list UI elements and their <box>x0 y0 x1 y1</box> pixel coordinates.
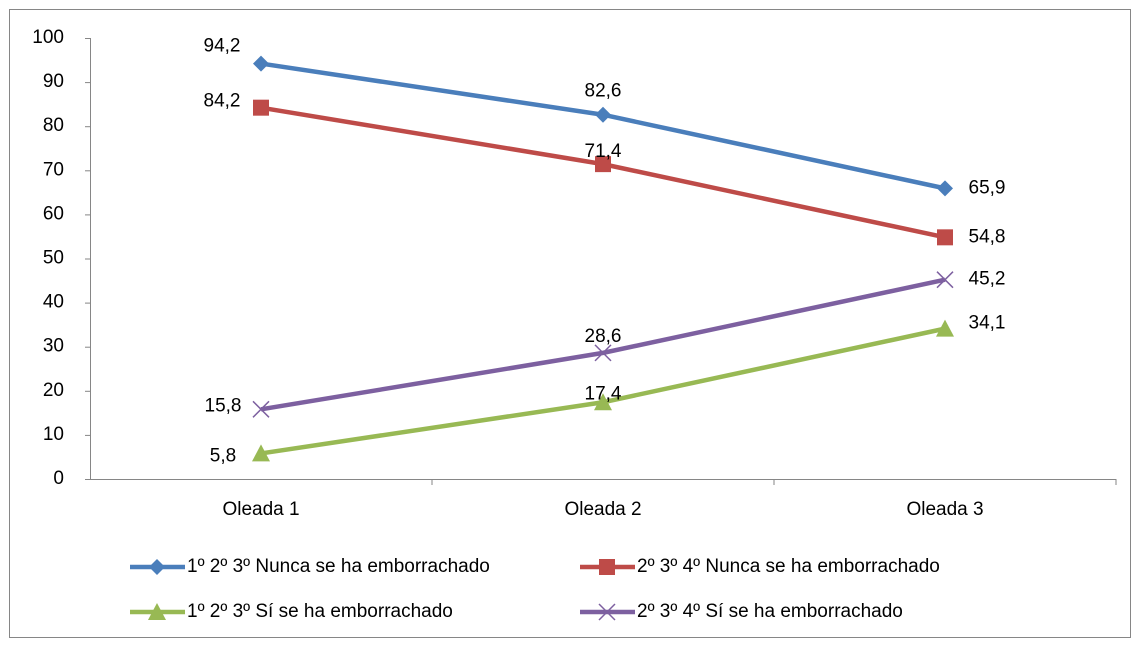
marker <box>252 400 270 418</box>
data-label: 15,8 <box>205 395 242 416</box>
data-label: 94,2 <box>204 36 241 57</box>
marker <box>595 156 611 173</box>
y-tick-label: 40 <box>43 292 64 313</box>
marker <box>594 344 612 362</box>
marker <box>148 603 166 620</box>
data-label: 84,2 <box>204 91 241 112</box>
marker <box>598 603 616 621</box>
legend-label: 2º 3º 4º Nunca se ha emborrachado <box>637 556 940 577</box>
marker <box>253 55 269 72</box>
data-label: 28,6 <box>585 326 622 347</box>
legend-label: 1º 2º 3º Sí se ha emborrachado <box>187 601 453 622</box>
y-tick-label: 10 <box>43 424 64 445</box>
marker <box>252 444 270 462</box>
y-tick-label: 20 <box>43 380 64 401</box>
data-label: 65,9 <box>969 177 1006 198</box>
marker <box>594 393 612 411</box>
y-tick-label: 90 <box>43 71 64 92</box>
chart-border <box>9 9 1131 638</box>
y-tick-label: 0 <box>53 468 64 489</box>
marker <box>936 319 954 337</box>
data-label: 17,4 <box>585 383 622 404</box>
marker <box>599 559 615 575</box>
y-tick-label: 80 <box>43 115 64 136</box>
marker <box>936 271 954 289</box>
data-label: 82,6 <box>585 81 622 102</box>
marker <box>149 559 165 575</box>
data-label: 71,4 <box>585 141 622 162</box>
x-tick-label: Oleada 3 <box>906 499 983 520</box>
x-tick-label: Oleada 1 <box>222 499 299 520</box>
marker <box>595 106 611 123</box>
data-label: 54,8 <box>969 226 1006 247</box>
x-tick-label: Oleada 2 <box>564 499 641 520</box>
data-label: 45,2 <box>969 269 1006 290</box>
marker <box>253 99 269 116</box>
marker <box>937 229 953 246</box>
y-tick-label: 30 <box>43 336 64 357</box>
y-tick-label: 60 <box>43 203 64 224</box>
legend-label: 2º 3º 4º Sí se ha emborrachado <box>637 601 903 622</box>
data-label: 5,8 <box>210 445 236 466</box>
legend-label: 1º 2º 3º Nunca se ha emborrachado <box>187 556 490 577</box>
data-label: 34,1 <box>969 313 1006 334</box>
y-tick-label: 50 <box>43 248 64 269</box>
marker <box>937 180 953 197</box>
y-tick-label: 70 <box>43 159 64 180</box>
y-tick-label: 100 <box>32 27 64 48</box>
